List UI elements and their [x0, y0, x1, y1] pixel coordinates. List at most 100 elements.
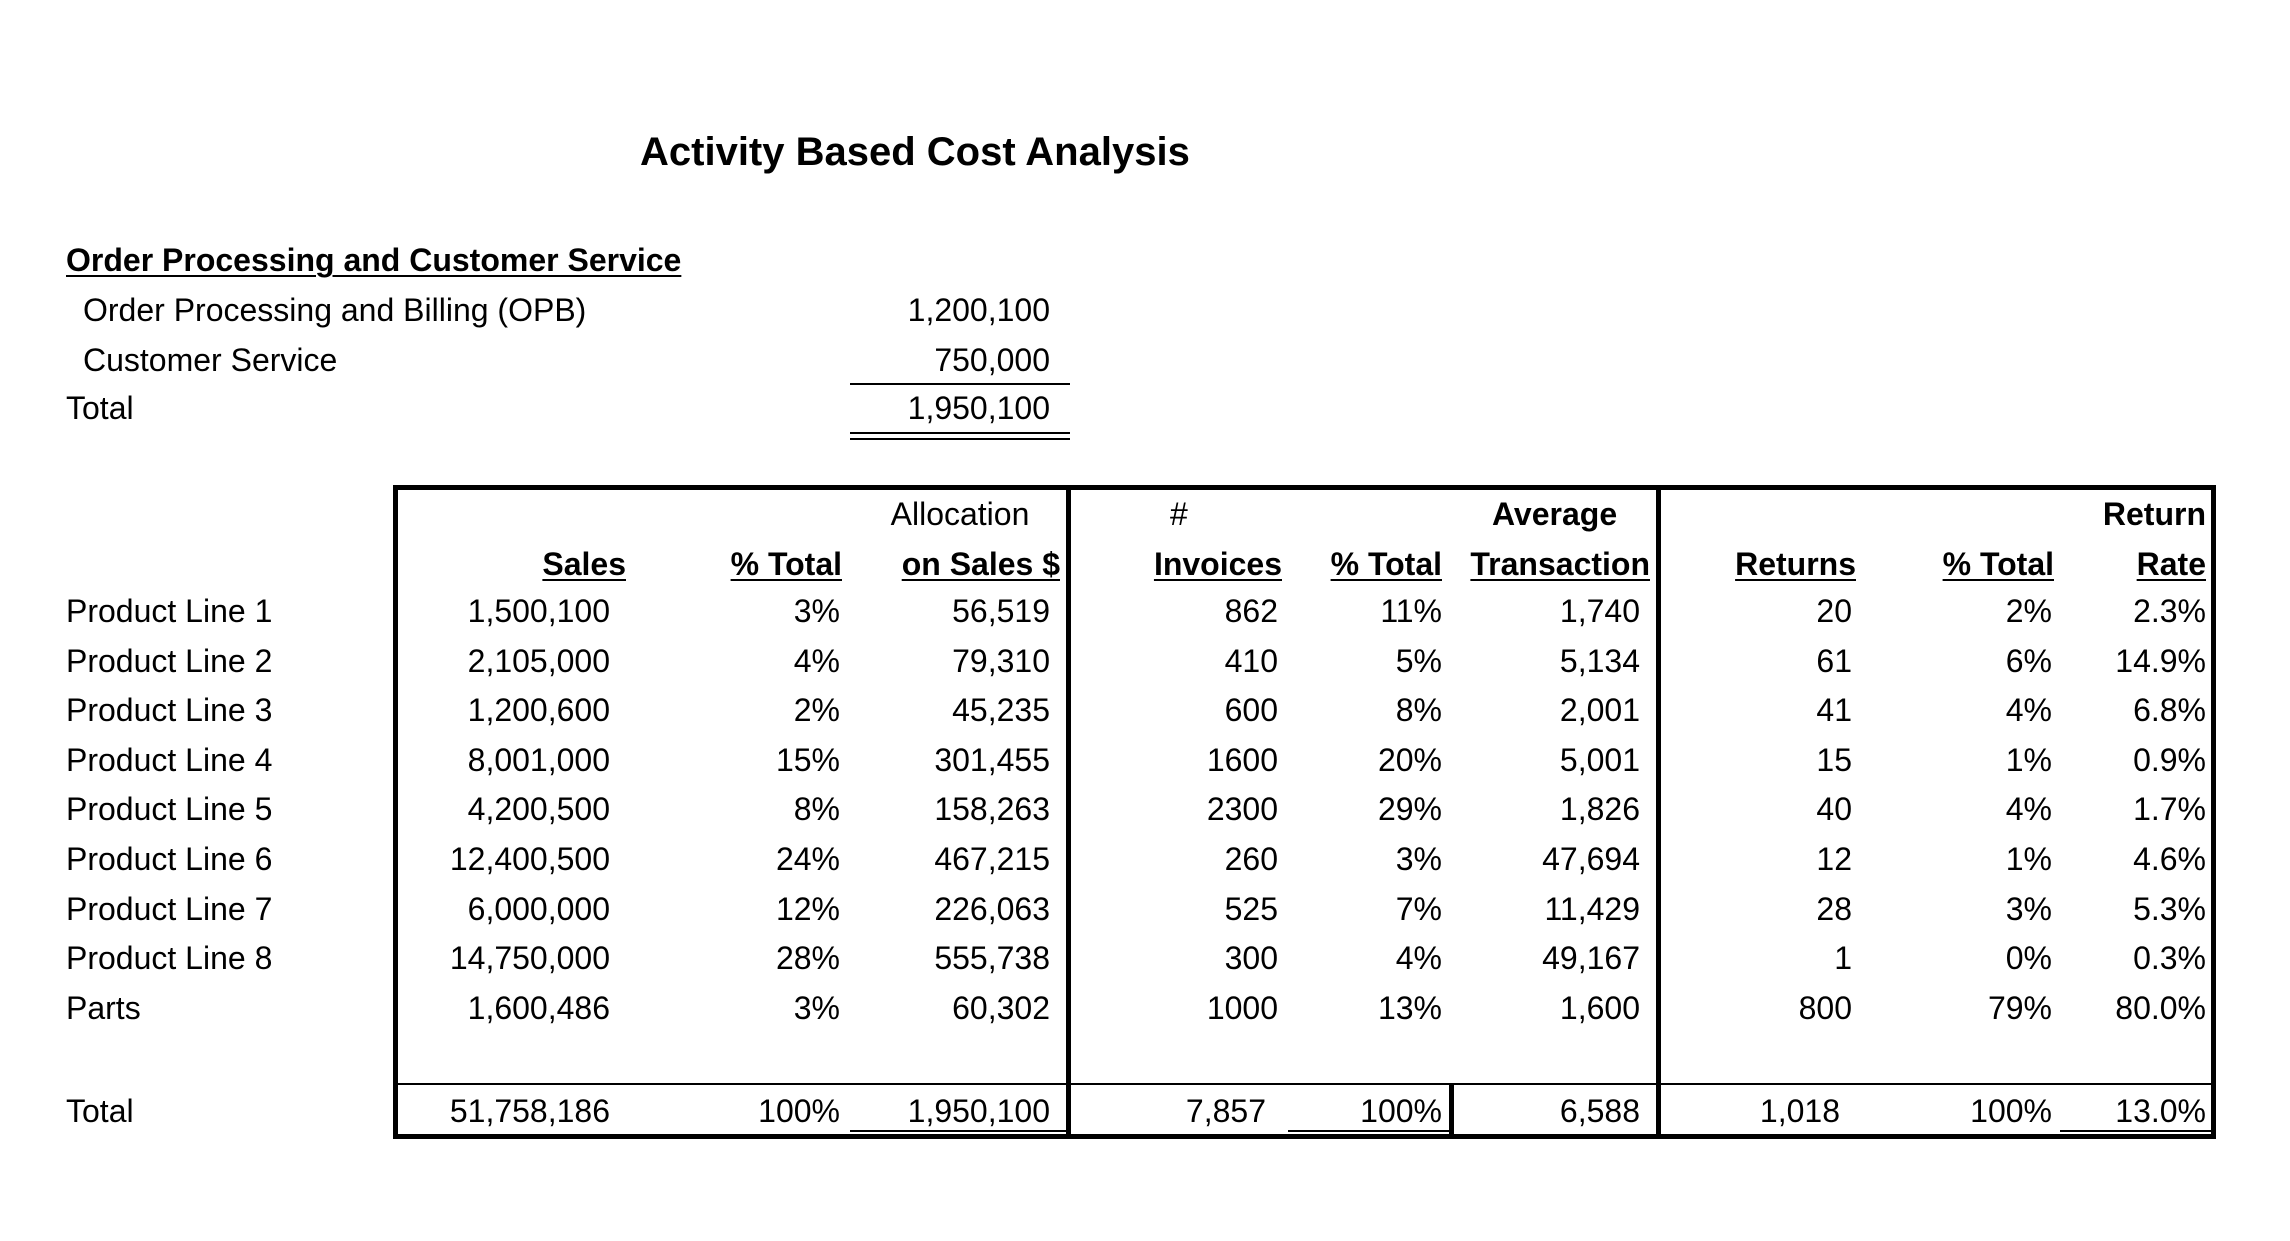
row-invoices: 1600: [1206, 742, 1278, 778]
summary-subtotal-line: [850, 383, 1070, 385]
row-return-rate: 14.9%: [2115, 643, 2206, 679]
summary-label-opb: Order Processing and Billing (OPB): [83, 292, 587, 328]
row-return-rate: 4.6%: [2133, 841, 2206, 877]
row-sales: 2,105,000: [467, 643, 610, 679]
header-returns: Returns: [1735, 546, 1856, 582]
row-allocation: 226,063: [934, 891, 1050, 927]
row-invoices: 862: [1224, 593, 1278, 629]
row-label: Parts: [66, 990, 141, 1026]
row-sales: 1,200,600: [467, 692, 610, 728]
row-pct-total-3: 3%: [2005, 891, 2052, 927]
row-sales: 1,600,486: [467, 990, 610, 1026]
row-return-rate: 1.7%: [2133, 791, 2206, 827]
row-returns: 20: [1816, 593, 1852, 629]
summary-double-underline-top: [850, 432, 1070, 434]
header-allocation-bottom: on Sales $: [901, 546, 1060, 582]
row-average: 49,167: [1542, 940, 1640, 976]
total-invoices: 7,857: [1185, 1093, 1266, 1129]
row-label: Product Line 6: [66, 841, 273, 877]
row-sales: 4,200,500: [467, 791, 610, 827]
row-allocation: 56,519: [952, 593, 1050, 629]
row-average: 11,429: [1544, 891, 1641, 927]
total-avg: 6,588: [1559, 1093, 1640, 1129]
table-right-border: [2211, 485, 2216, 1139]
total-alloc: 1,950,100: [907, 1093, 1050, 1129]
row-pct-total-2: 29%: [1377, 791, 1442, 827]
total-row-top-line: [393, 1083, 2216, 1085]
section-heading: Order Processing and Customer Service: [66, 242, 682, 278]
row-pct-total-2: 20%: [1377, 742, 1442, 778]
row-return-rate: 2.3%: [2133, 593, 2206, 629]
row-allocation: 467,215: [934, 841, 1050, 877]
total-label: Total: [66, 1093, 134, 1129]
row-return-rate: 0.3%: [2133, 940, 2206, 976]
summary-value-customer-service: 750,000: [934, 342, 1050, 378]
total-pct1: 100%: [758, 1093, 840, 1129]
header-allocation-top: Allocation: [890, 496, 1030, 532]
row-average: 1,826: [1559, 791, 1640, 827]
row-average: 1,600: [1559, 990, 1640, 1026]
row-pct-total-3: 0%: [2005, 940, 2052, 976]
row-allocation: 158,263: [934, 791, 1050, 827]
summary-label-customer-service: Customer Service: [83, 342, 338, 378]
row-label: Product Line 2: [66, 643, 273, 679]
row-pct-total-1: 3%: [793, 593, 840, 629]
row-pct-total-2: 13%: [1377, 990, 1442, 1026]
summary-total-label: Total: [66, 390, 134, 426]
row-pct-total-3: 1%: [2005, 841, 2052, 877]
row-sales: 8,001,000: [467, 742, 610, 778]
row-pct-total-3: 2%: [2005, 593, 2052, 629]
row-pct-total-2: 7%: [1395, 891, 1442, 927]
row-allocation: 301,455: [934, 742, 1050, 778]
row-allocation: 60,302: [952, 990, 1050, 1026]
row-pct-total-1: 28%: [775, 940, 840, 976]
row-invoices: 1000: [1206, 990, 1278, 1026]
row-label: Product Line 5: [66, 791, 273, 827]
row-allocation: 79,310: [952, 643, 1050, 679]
row-pct-total-2: 11%: [1380, 593, 1442, 629]
row-invoices: 525: [1224, 891, 1278, 927]
row-sales: 6,000,000: [467, 891, 610, 927]
row-returns: 12: [1816, 841, 1852, 877]
total-rate: 13.0%: [2115, 1093, 2206, 1129]
rate-total-double-line: [2060, 1130, 2211, 1132]
row-pct-total-2: 3%: [1395, 841, 1442, 877]
header-pct-total-3: % Total: [1942, 546, 2054, 582]
row-pct-total-1: 15%: [775, 742, 840, 778]
row-returns: 15: [1816, 742, 1852, 778]
row-pct-total-3: 79%: [1987, 990, 2052, 1026]
summary-value-opb: 1,200,100: [907, 292, 1050, 328]
header-pct-total-2: % Total: [1330, 546, 1442, 582]
row-average: 1,740: [1559, 593, 1640, 629]
row-average: 5,001: [1559, 742, 1640, 778]
row-average: 47,694: [1542, 841, 1640, 877]
total-returns: 1,018: [1759, 1093, 1840, 1129]
alloc-total-double-line: [850, 1130, 1066, 1132]
row-pct-total-1: 12%: [775, 891, 840, 927]
row-allocation: 555,738: [934, 940, 1050, 976]
row-invoices: 600: [1224, 692, 1278, 728]
row-label: Product Line 1: [66, 593, 273, 629]
row-returns: 61: [1816, 643, 1852, 679]
row-label: Product Line 7: [66, 891, 273, 927]
row-return-rate: 0.9%: [2133, 742, 2206, 778]
row-pct-total-1: 4%: [793, 643, 840, 679]
header-average-bottom: Transaction: [1470, 546, 1650, 582]
row-return-rate: 80.0%: [2115, 990, 2206, 1026]
row-label: Product Line 8: [66, 940, 273, 976]
summary-total-value: 1,950,100: [907, 390, 1050, 426]
row-label: Product Line 3: [66, 692, 273, 728]
row-pct-total-2: 8%: [1395, 692, 1442, 728]
row-average: 5,134: [1559, 643, 1640, 679]
header-sales: Sales: [542, 546, 626, 582]
row-invoices: 410: [1224, 643, 1278, 679]
row-allocation: 45,235: [952, 692, 1050, 728]
row-pct-total-3: 6%: [2005, 643, 2052, 679]
table-top-border: [393, 485, 2216, 490]
row-pct-total-3: 1%: [2005, 742, 2052, 778]
row-pct-total-1: 8%: [793, 791, 840, 827]
row-return-rate: 5.3%: [2133, 891, 2206, 927]
total-pct2: 100%: [1360, 1093, 1442, 1129]
row-invoices: 2300: [1206, 791, 1278, 827]
row-invoices: 260: [1224, 841, 1278, 877]
